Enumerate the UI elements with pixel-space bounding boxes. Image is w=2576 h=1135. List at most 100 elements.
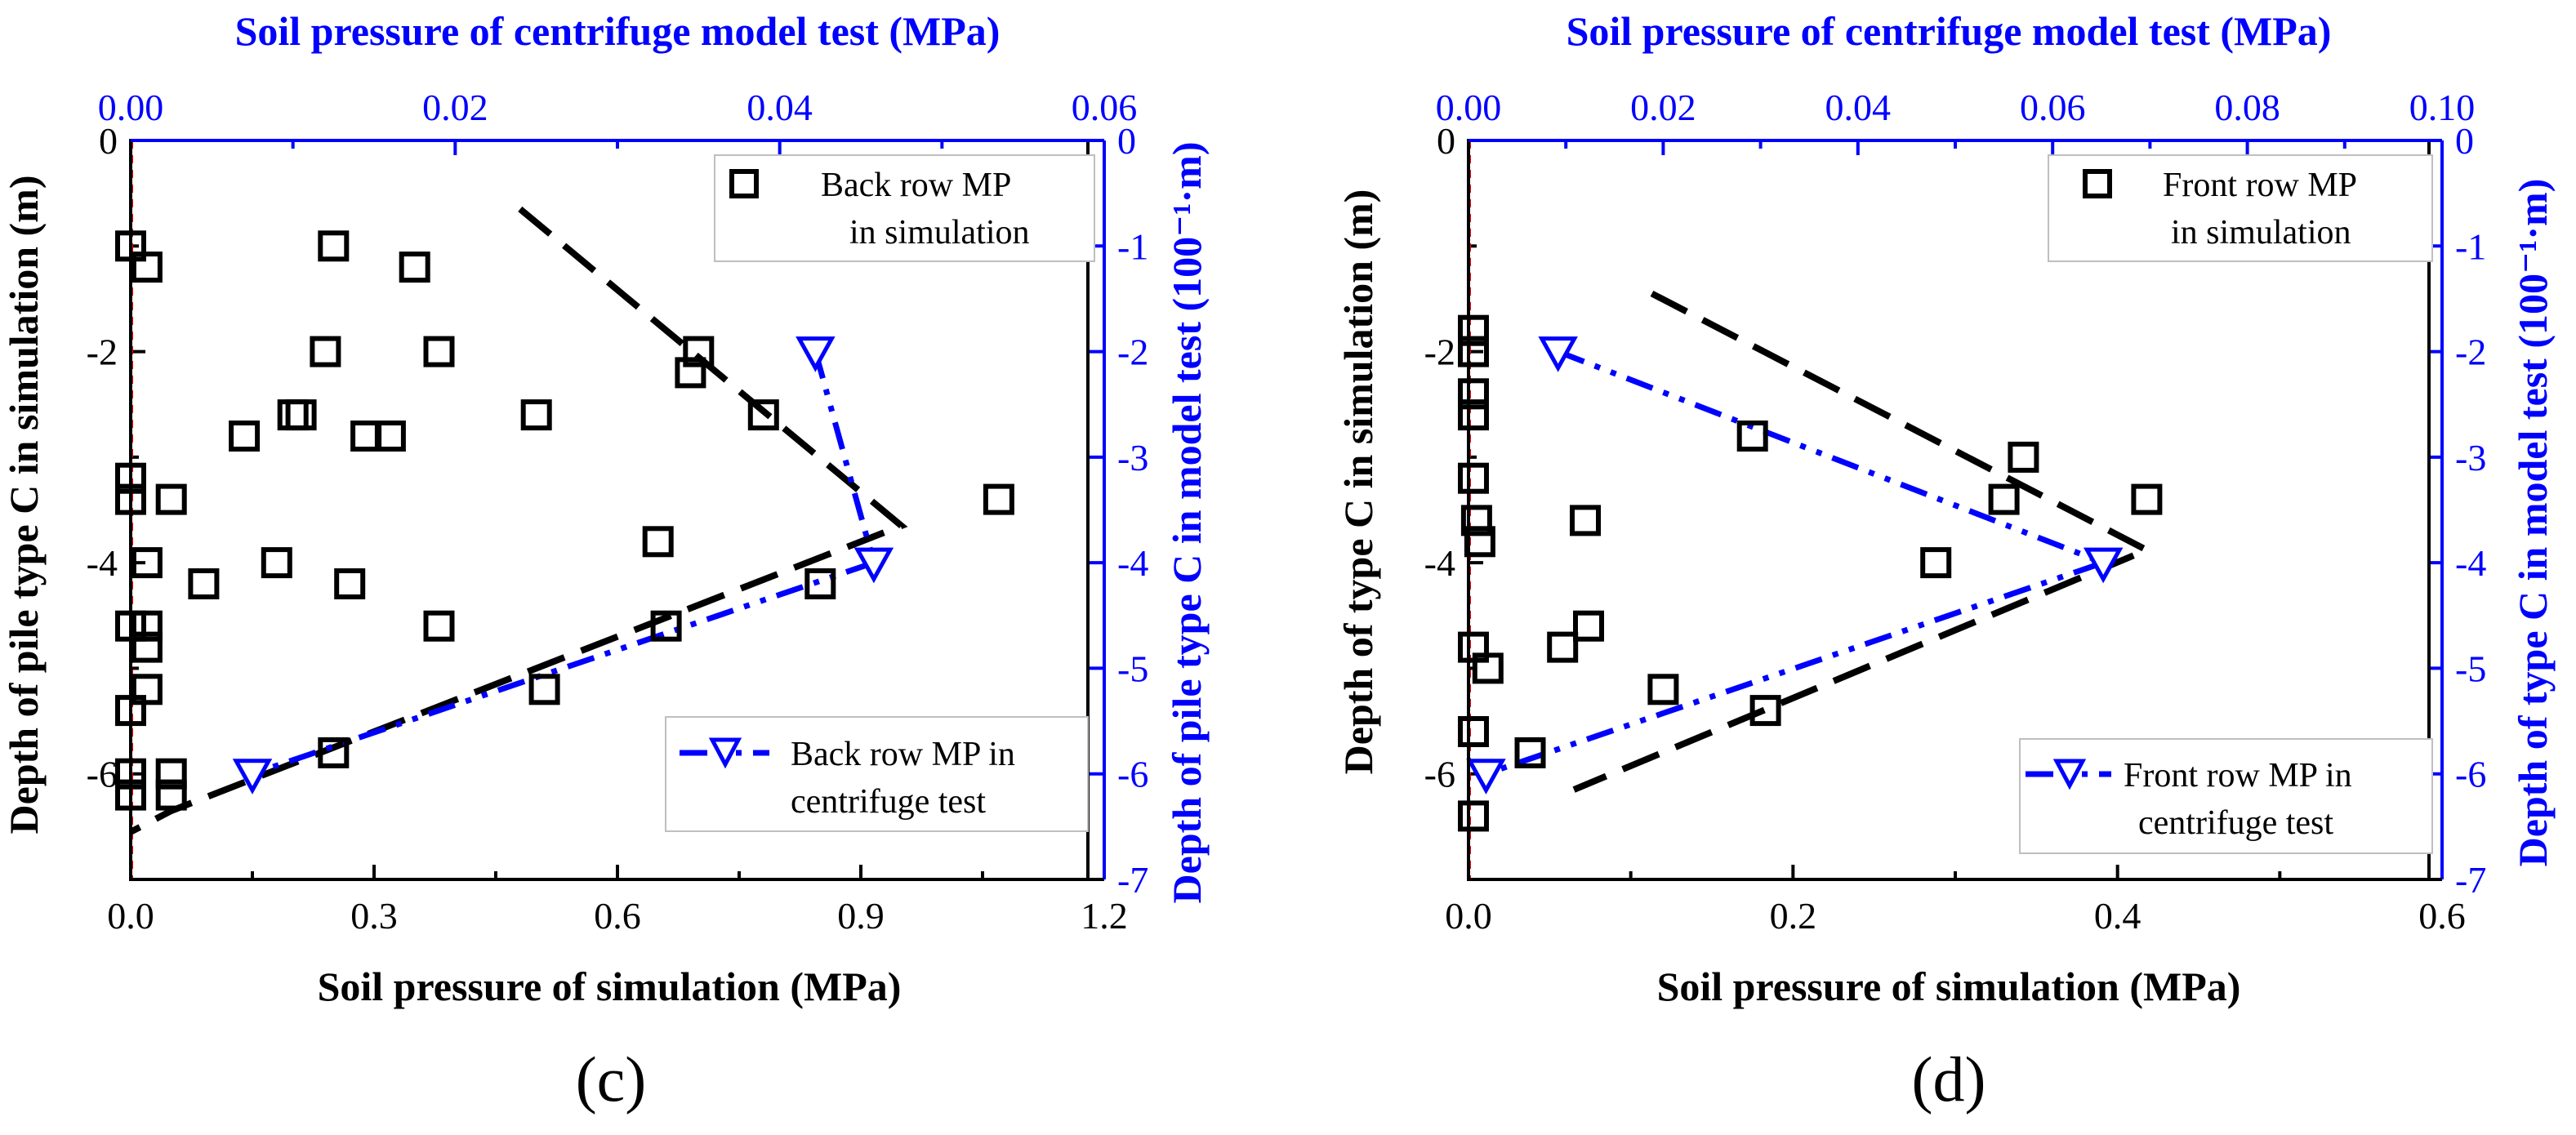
panel-c-simulation-point [528, 674, 560, 705]
panel-d-ytick-label: -4 [1424, 542, 1455, 584]
panel-c-y2tick-label: -5 [1117, 648, 1148, 689]
panel-c-xtick-label: 0.9 [837, 895, 885, 937]
panel-c-ytick-label: 0 [99, 120, 118, 162]
panel-c-x2tick-label: 0.02 [422, 87, 488, 128]
panel-d-legend-1-line1: Front row MP [2163, 167, 2357, 204]
panel-d-simulation-point [1920, 547, 1952, 579]
panel-c-simulation-point [131, 674, 163, 705]
panel-c-simulation-point [155, 758, 187, 790]
panel-d-legend-square-icon [2083, 169, 2112, 198]
panel-c-ytick-label: -4 [87, 542, 118, 584]
panel-c-simulation-point [131, 610, 163, 642]
panel-d-simulation-point [1458, 378, 1489, 410]
panel-c-data-marks [115, 230, 1014, 811]
panel-d-y2tick-label: -7 [2455, 859, 2486, 901]
panel-d-simulation-point [1514, 737, 1546, 768]
panel-d-data-marks [1458, 314, 2163, 832]
panel-d-simulation-point [1460, 505, 1492, 536]
panel-d-simulation-point [1736, 421, 1768, 452]
panel-c-y2tick-label: -1 [1117, 225, 1148, 267]
panel-c-y2tick-label: 0 [1117, 120, 1136, 162]
panel-c-simulation-point [675, 357, 706, 389]
panel-c-legend-centrifuge: Back row MP in centrifuge test [665, 716, 1089, 832]
panel-d-ytick-label: 0 [1437, 120, 1455, 162]
panel-c-simulation-fit-line [129, 206, 908, 835]
panel-c-legend-1-line1: Back row MP [821, 167, 1011, 204]
panel-c-simulation-point [747, 399, 779, 431]
panel-c-simulation-point [229, 421, 261, 452]
panel-d-y2tick-label: -4 [2455, 542, 2486, 584]
panel-c-legend-2-line2: centrifuge test [791, 783, 986, 821]
panel-c-xtick-label: 1.2 [1081, 895, 1128, 937]
panel-d-y2tick-label: -3 [2455, 437, 2486, 478]
panel-d-simulation-point [1570, 505, 1601, 536]
panel-c-x2tick-label: 0.00 [98, 87, 164, 128]
panel-d-centrifuge-point [2083, 547, 2124, 584]
panel-c-simulation-point [155, 483, 187, 515]
panel-c: 0.0 0.3 0.6 0.9 1.20.00 0.02 0.04 0.060-2-4-60-… [1, 8, 1210, 1115]
panel-d: 0.0 0.2 0.4 0.60.00 0.02 0.04 0.06 0.08 0.100-2-… [1335, 8, 2556, 1115]
panel-d-centrifuge-point [1538, 336, 1578, 372]
panel-c-centrifuge-point [796, 336, 836, 372]
panel-d-left-axis-title: Depth of type C in simulation (m) [1335, 189, 1381, 775]
panel-c-simulation-point [399, 251, 430, 283]
panel-c-ytick-label: -6 [87, 754, 118, 795]
panel-d-x2tick-label: 0.10 [2409, 87, 2476, 128]
panel-d-y2tick-label: -5 [2455, 648, 2486, 689]
panel-d-simulation-point [2131, 483, 2163, 515]
panel-c-simulation-point [277, 399, 309, 431]
panel-c-simulation-point [374, 421, 406, 452]
panel-c-legend-triangle-icon [708, 737, 742, 769]
panel-c-legend-square-icon [729, 169, 759, 198]
panel-c-simulation-point [804, 568, 836, 599]
panel-c-y2tick-label: -3 [1117, 437, 1148, 478]
panel-d-simulation-point [1547, 631, 1579, 663]
panel-c-xtick-label: 0.3 [350, 895, 398, 937]
panel-d-simulation-point [1472, 652, 1504, 684]
panel-c-bottom-axis-title: Soil pressure of simulation (MPa) [318, 964, 902, 1009]
panel-d-simulation-fit-line [1572, 290, 2155, 793]
panel-d-y2tick-label: -6 [2455, 754, 2486, 795]
panel-c-simulation-point [334, 568, 366, 599]
panel-d-legend-simulation: Front row MP in simulation [2048, 154, 2433, 262]
panel-c-fit-lines [129, 206, 908, 835]
panel-d-bottom-axis-title: Soil pressure of simulation (MPa) [1657, 964, 2241, 1009]
panel-d-top-axis-title: Soil pressure of centrifuge model test (… [1567, 8, 2332, 54]
panel-c-y2tick-label: -6 [1117, 754, 1148, 795]
panel-d-y2tick-label: -1 [2455, 225, 2486, 267]
panel-d-ytick-label: -2 [1424, 332, 1455, 373]
panel-d-simulation-point [1458, 462, 1489, 494]
panel-c-simulation-point [423, 336, 455, 367]
panel-c-y2tick-label: -4 [1117, 542, 1148, 584]
panel-c-simulation-point [318, 230, 350, 262]
panel-d-ticks: 0.0 0.2 0.4 0.60.00 0.02 0.04 0.06 0.08 0.100-2-… [1424, 87, 2487, 937]
panel-d-legend-2-line1: Front row MP in [2124, 757, 2352, 794]
panel-c-top-axis-title: Soil pressure of centrifuge model test (… [235, 8, 1001, 54]
panel-c-legend-simulation: Back row MP in simulation [714, 154, 1095, 262]
panel-c-simulation-point [318, 737, 350, 768]
panel-d-x2tick-label: 0.08 [2214, 87, 2280, 128]
panel-c-simulation-point [131, 631, 163, 663]
panel-c-x2tick-label: 0.06 [1072, 87, 1138, 128]
panel-d-legend-centrifuge: Front row MP in centrifuge test [2019, 738, 2433, 854]
panel-c-y2tick-label: -2 [1117, 332, 1148, 373]
panel-c-simulation-point [261, 547, 292, 579]
panel-c-xtick-label: 0.0 [107, 895, 154, 937]
panel-d-ytick-label: -6 [1424, 754, 1455, 795]
panel-c-simulation-point [188, 568, 220, 599]
panel-d-xtick-label: 0.4 [2094, 895, 2141, 937]
panel-c-centrifuge-fit-line [251, 350, 878, 777]
panel-c-simulation-point [131, 251, 163, 283]
panel-c-xtick-label: 0.6 [594, 895, 641, 937]
panel-d-simulation-point [1458, 716, 1489, 747]
panel-d-y2tick-label: 0 [2455, 120, 2474, 162]
panel-c-simulation-point [983, 483, 1014, 515]
panel-c-simulation-point [423, 610, 455, 642]
panel-c-centrifuge-point [232, 759, 273, 794]
panel-d-centrifuge-point [1466, 759, 1506, 794]
panel-c-centrifuge-point [853, 547, 894, 584]
panel-d-x2tick-label: 0.04 [1825, 87, 1892, 128]
panel-c-simulation-point [285, 399, 317, 431]
panel-c-y2tick-label: -7 [1117, 859, 1148, 901]
panel-d-simulation-point [1988, 483, 2020, 515]
